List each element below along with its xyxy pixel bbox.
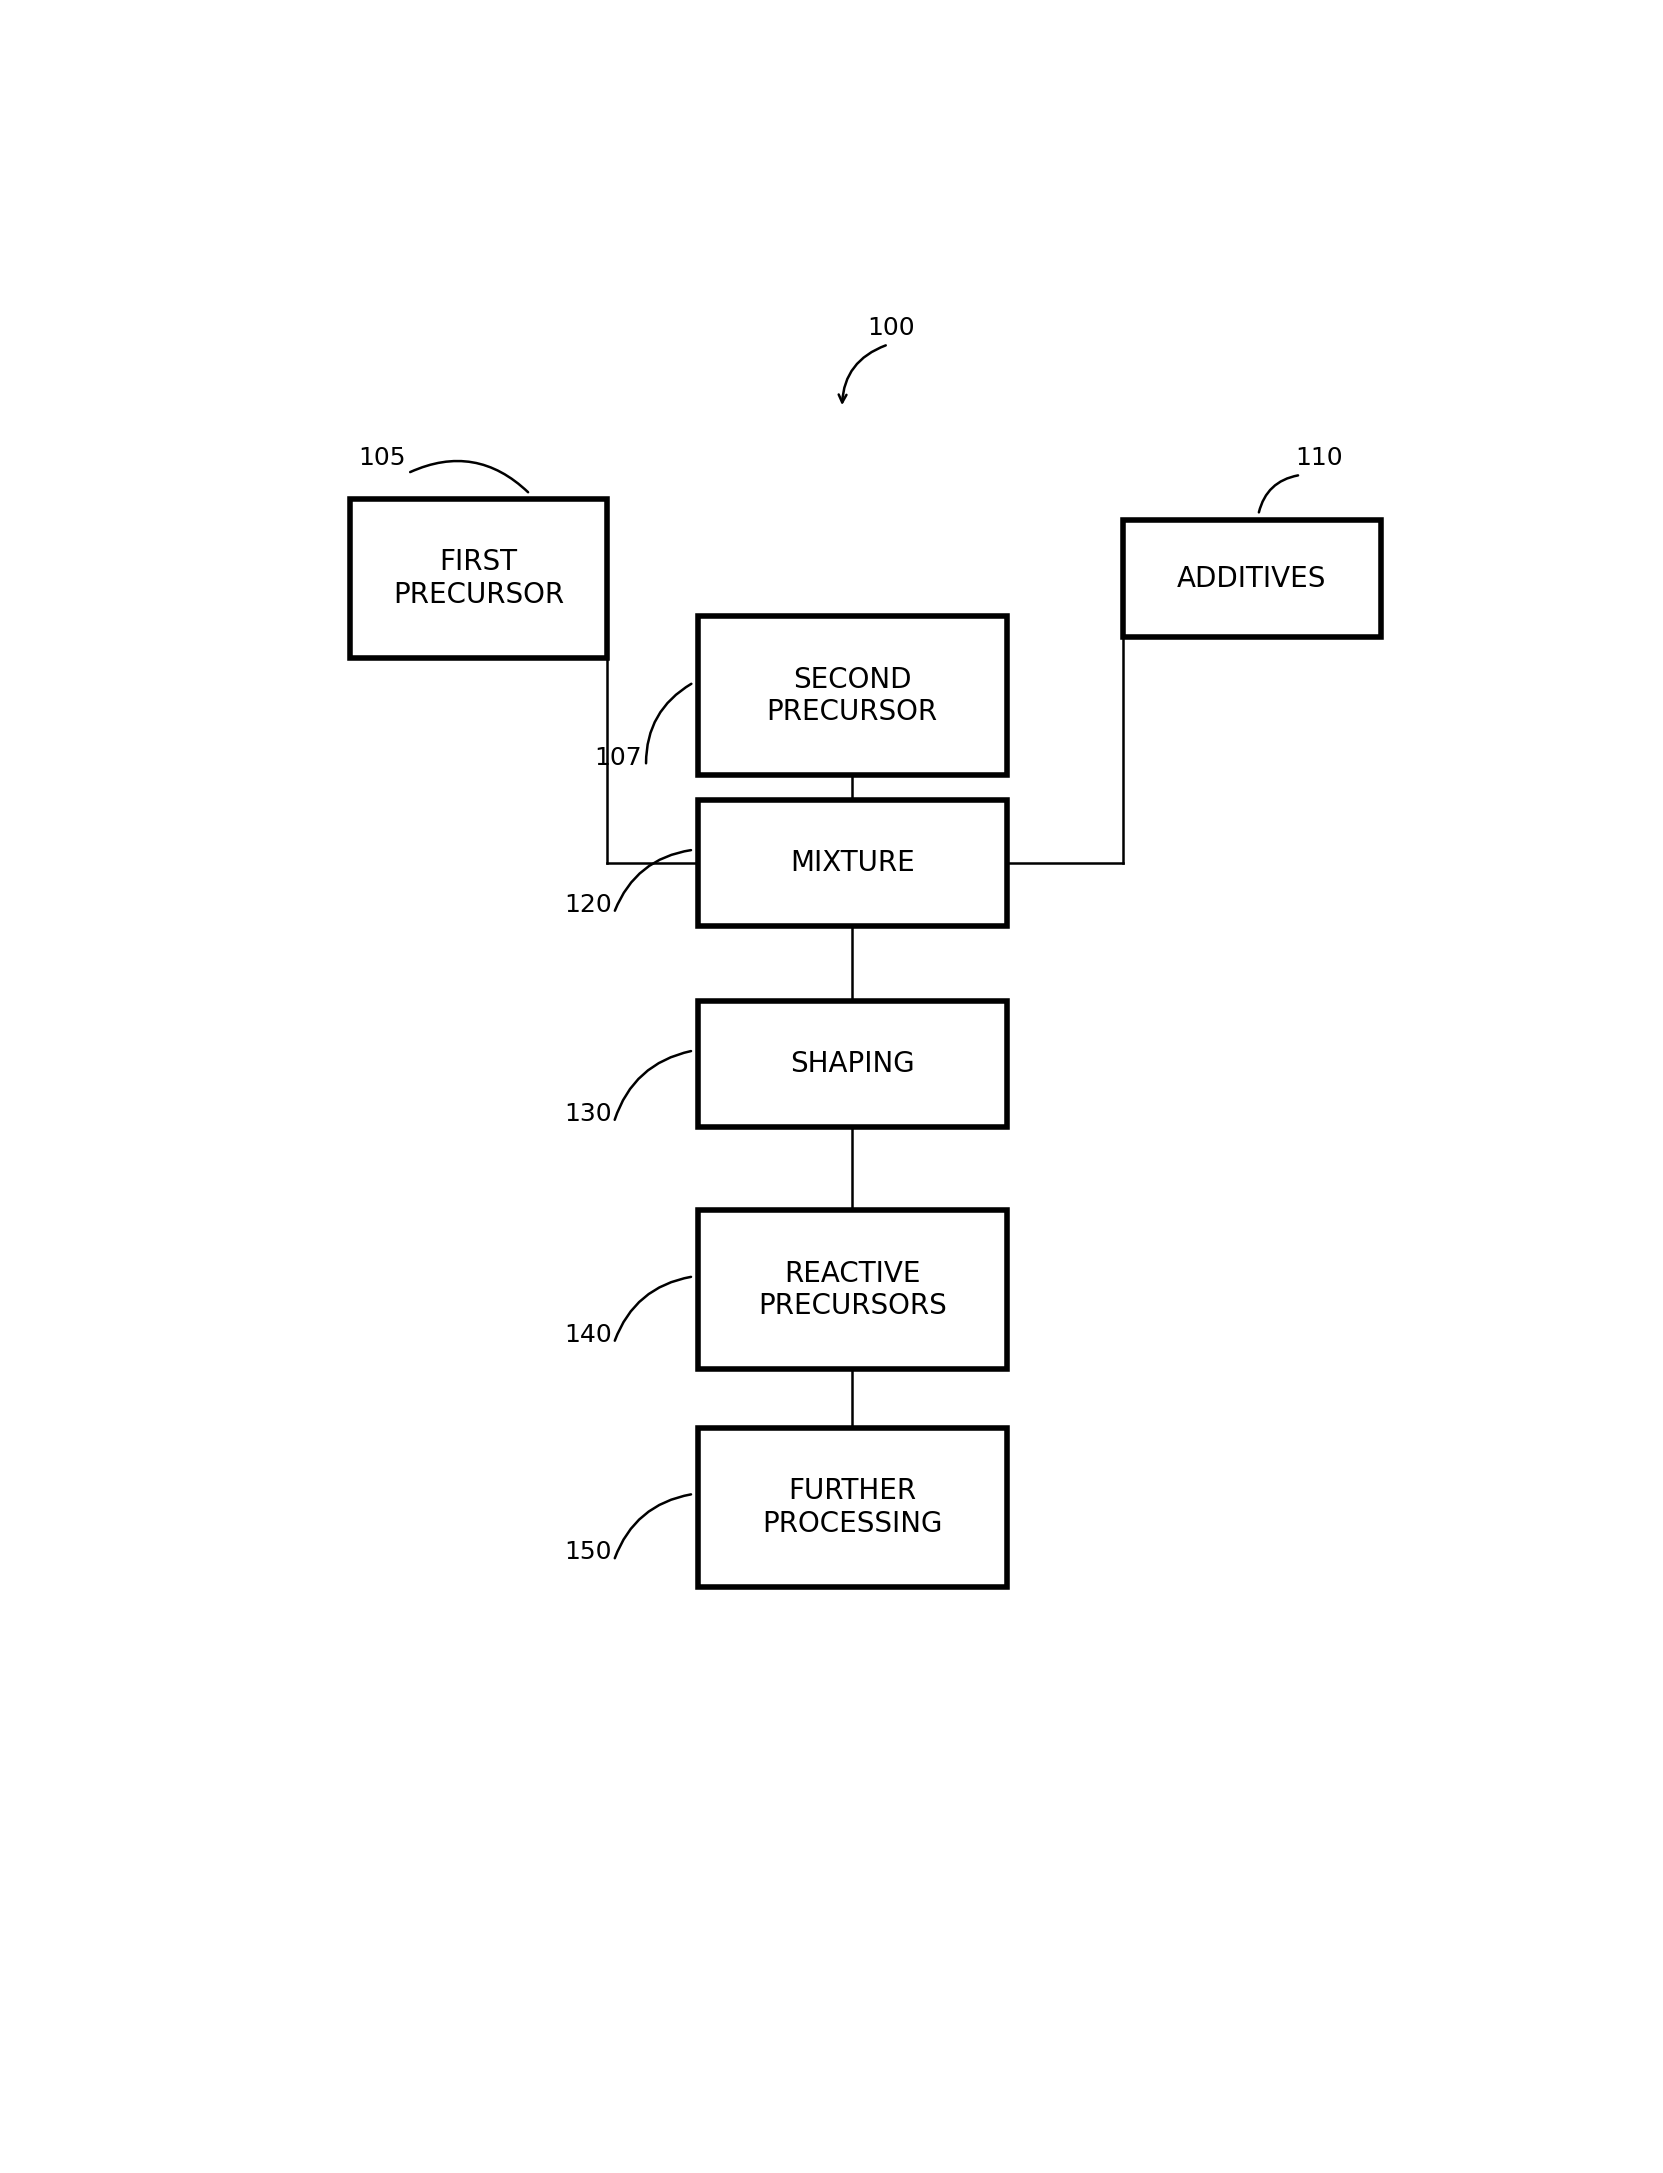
Text: SHAPING: SHAPING [790, 1050, 915, 1078]
FancyBboxPatch shape [1123, 519, 1380, 637]
Text: 107: 107 [594, 745, 642, 769]
Text: FURTHER
PROCESSING: FURTHER PROCESSING [762, 1478, 943, 1538]
FancyBboxPatch shape [698, 800, 1008, 926]
Text: FIRST
PRECURSOR: FIRST PRECURSOR [392, 548, 564, 608]
Text: 130: 130 [564, 1102, 612, 1126]
Text: 110: 110 [1295, 445, 1342, 469]
FancyBboxPatch shape [698, 1002, 1008, 1126]
FancyBboxPatch shape [698, 1210, 1008, 1369]
FancyBboxPatch shape [349, 500, 607, 658]
FancyBboxPatch shape [698, 1428, 1008, 1586]
Text: SECOND
PRECURSOR: SECOND PRECURSOR [767, 665, 938, 726]
Text: MIXTURE: MIXTURE [790, 850, 915, 878]
Text: 105: 105 [358, 445, 406, 469]
Text: REACTIVE
PRECURSORS: REACTIVE PRECURSORS [758, 1260, 946, 1319]
Text: 120: 120 [564, 893, 612, 917]
Text: 100: 100 [866, 315, 915, 339]
Text: 150: 150 [564, 1541, 612, 1565]
Text: ADDITIVES: ADDITIVES [1177, 565, 1327, 593]
FancyBboxPatch shape [698, 617, 1008, 776]
Text: 140: 140 [564, 1323, 612, 1347]
